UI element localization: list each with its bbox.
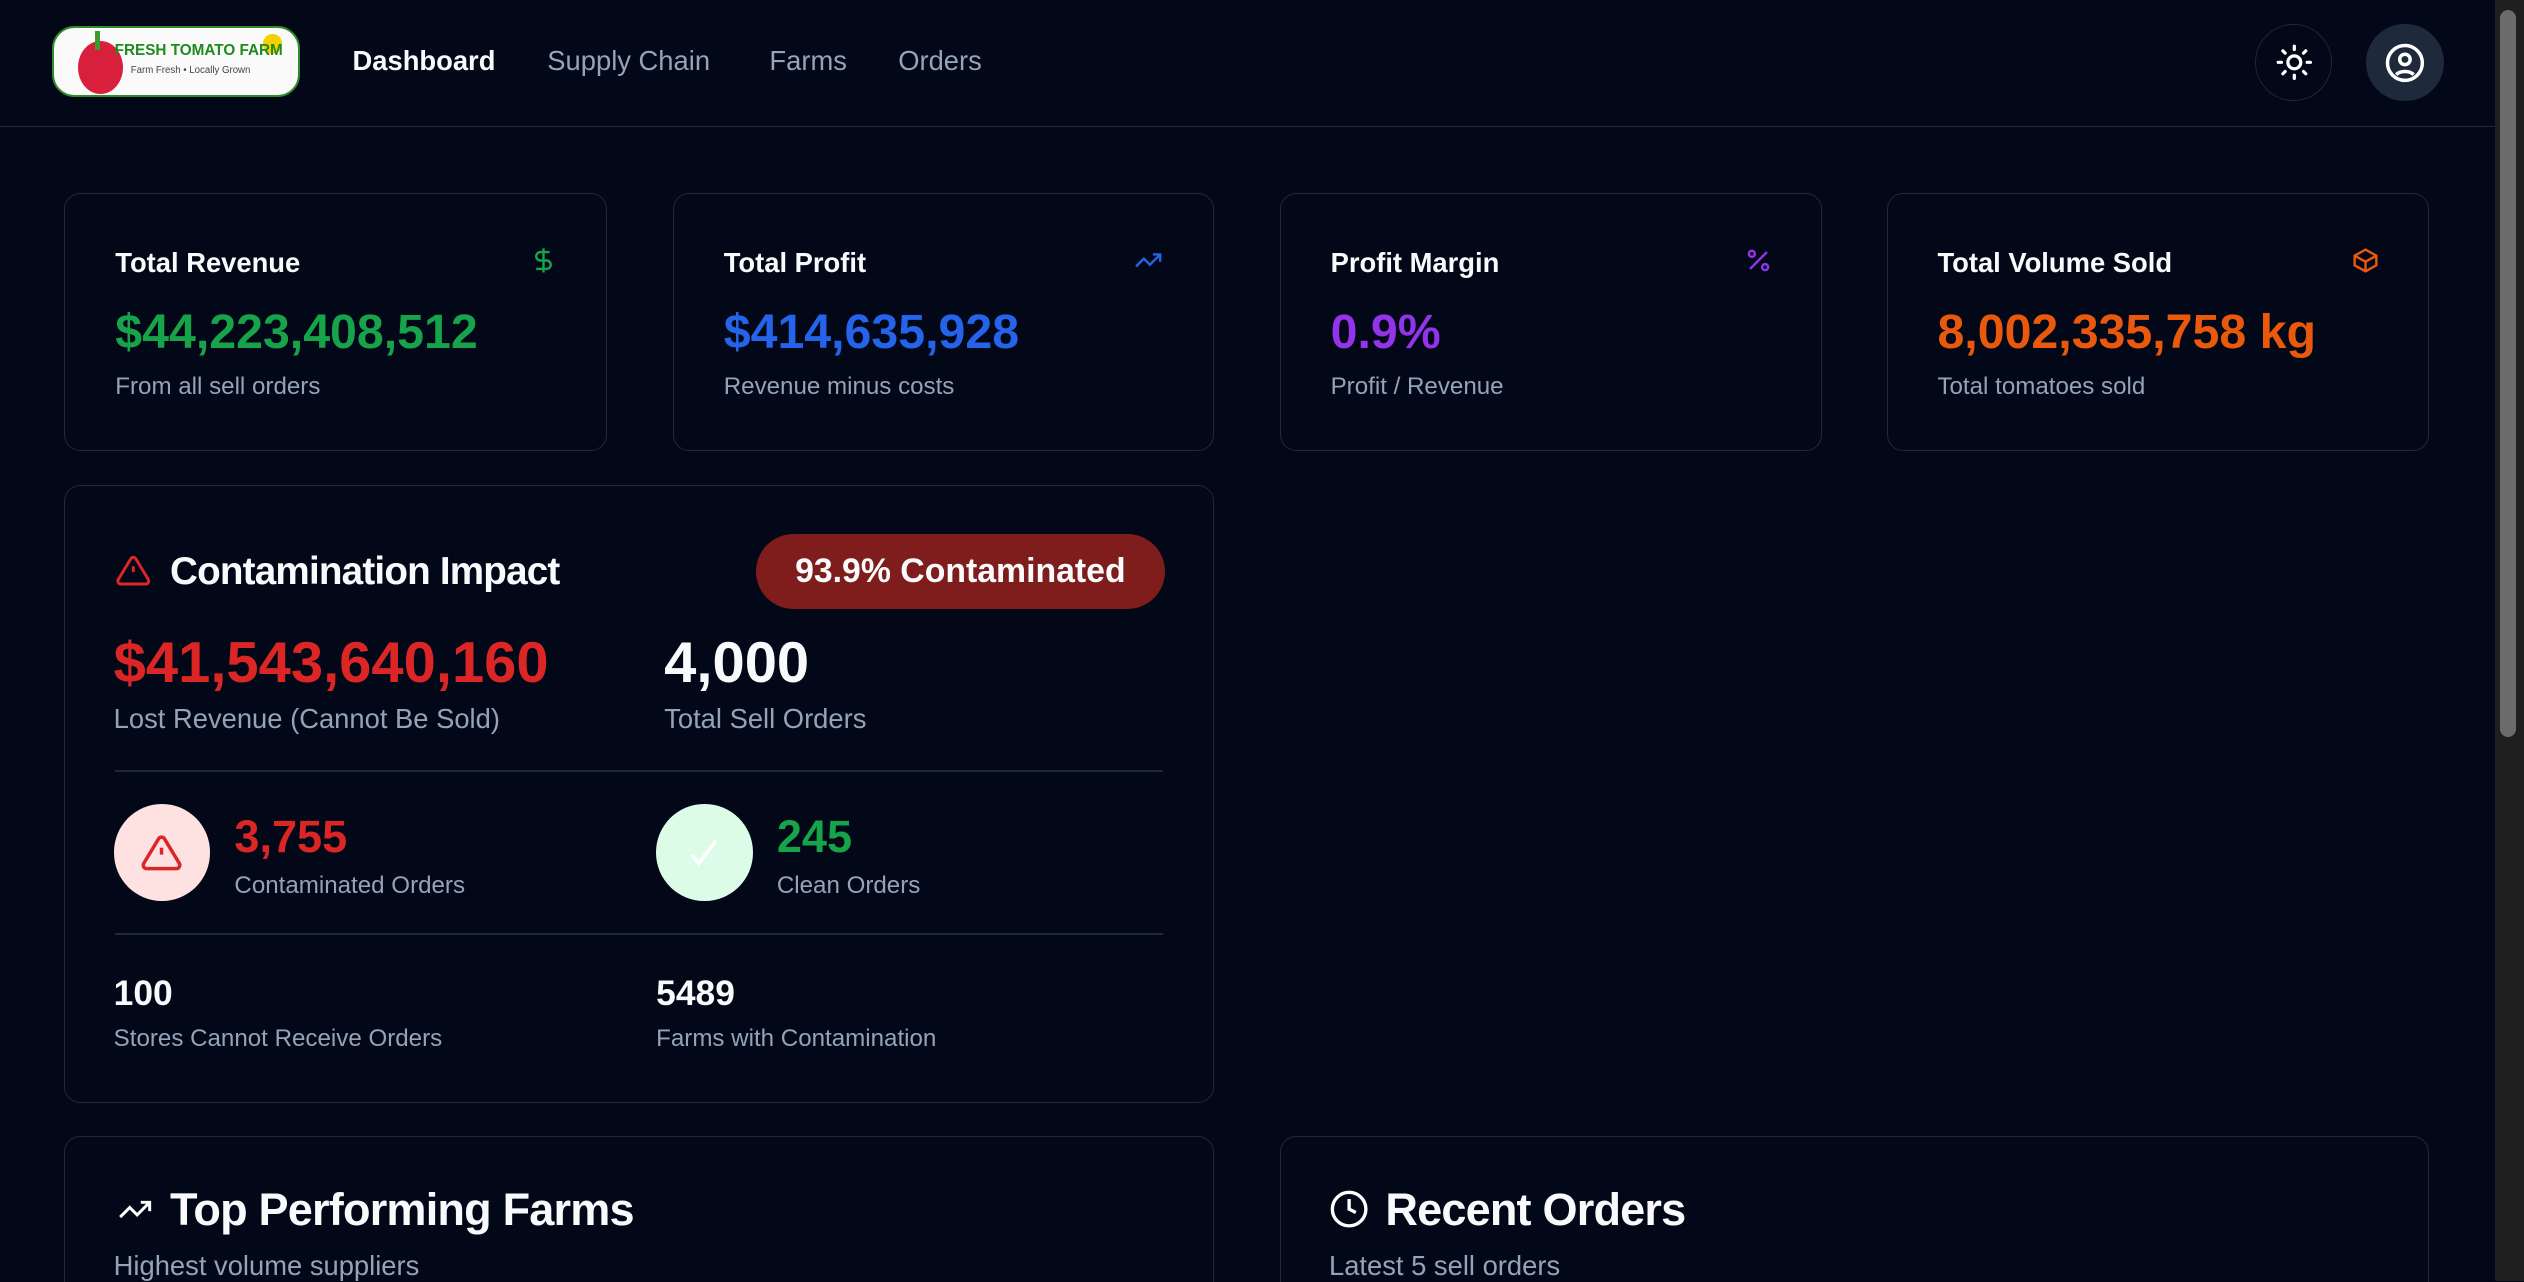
- sun-logo-icon: [262, 34, 283, 54]
- clean-orders-value: 245: [776, 810, 853, 862]
- stat-value: $414,635,928: [723, 304, 1020, 359]
- stat-card-total-profit: Total Profit $414,635,928 Revenue minus …: [672, 193, 1214, 451]
- clean-icon-circle: [656, 804, 753, 901]
- lost-revenue-label: Lost Revenue (Cannot Be Sold): [113, 702, 500, 734]
- warning-icon: [116, 556, 150, 586]
- percent-icon: [1744, 246, 1773, 282]
- nav-orders[interactable]: Orders: [898, 45, 982, 77]
- divider: [115, 770, 1163, 773]
- logo-tagline: Farm Fresh • Locally Grown: [130, 64, 251, 76]
- warning-icon: [141, 835, 182, 870]
- stat-title: Total Volume Sold: [1937, 247, 2173, 279]
- recent-orders-subtitle: Latest 5 sell orders: [1328, 1250, 1561, 1282]
- clock-icon: [1330, 1190, 1368, 1228]
- stat-title: Total Profit: [723, 247, 867, 279]
- package-icon: [2351, 246, 2380, 282]
- nav-farms[interactable]: Farms: [769, 45, 847, 77]
- recent-orders-card: Recent Orders Latest 5 sell orders: [1279, 1136, 2430, 1282]
- stem-icon: [95, 30, 101, 51]
- stat-subtitle: Profit / Revenue: [1330, 372, 1504, 400]
- check-icon: [690, 839, 718, 866]
- contamination-title: Contamination Impact: [170, 549, 560, 593]
- divider: [115, 933, 1163, 935]
- logo-title: FRESH TOMATO FARM: [114, 42, 283, 60]
- trending-up-icon: [118, 1201, 151, 1219]
- tomato-icon: [77, 40, 123, 94]
- top-nav-bar: FRESH TOMATO FARM Farm Fresh • Locally G…: [0, 0, 2496, 127]
- stat-card-profit-margin: Profit Margin 0.9% Profit / Revenue: [1279, 193, 1823, 451]
- stores-value: 100: [113, 973, 173, 1014]
- dollar-icon: [529, 246, 558, 282]
- stores-label: Stores Cannot Receive Orders: [113, 1024, 443, 1052]
- theme-toggle-button[interactable]: [2255, 24, 2333, 102]
- contaminated-orders-label: Contaminated Orders: [234, 871, 466, 899]
- nav-dashboard[interactable]: Dashboard: [352, 45, 496, 77]
- contamination-impact-card: Contamination Impact 93.9% Contaminated …: [64, 484, 1214, 1103]
- trending-up-icon: [1132, 246, 1164, 282]
- nav-supply-chain[interactable]: Supply Chain: [547, 45, 711, 77]
- top-farms-card: Top Performing Farms Highest volume supp…: [64, 1136, 1214, 1282]
- sun-icon: [2276, 45, 2312, 81]
- top-farms-title: Top Performing Farms: [170, 1184, 635, 1236]
- contamination-badge: 93.9% Contaminated: [755, 533, 1165, 610]
- stat-value: 0.9%: [1330, 304, 1441, 359]
- farms-value: 5489: [656, 973, 735, 1014]
- stat-subtitle: Total tomatoes sold: [1937, 372, 2146, 400]
- top-farms-subtitle: Highest volume suppliers: [113, 1250, 420, 1282]
- account-button[interactable]: [2366, 24, 2444, 102]
- stat-title: Profit Margin: [1330, 247, 1500, 279]
- total-orders-label: Total Sell Orders: [664, 702, 867, 734]
- stat-value: 8,002,335,758 kg: [1937, 304, 2316, 359]
- lost-revenue-value: $41,543,640,160: [113, 631, 549, 696]
- logo[interactable]: FRESH TOMATO FARM Farm Fresh • Locally G…: [51, 25, 301, 98]
- stat-card-total-volume: Total Volume Sold 8,002,335,758 kg Total…: [1886, 193, 2430, 451]
- clean-orders-label: Clean Orders: [776, 871, 921, 899]
- stat-subtitle: From all sell orders: [115, 372, 321, 400]
- scrollbar[interactable]: [2495, 0, 2524, 1282]
- stat-value: $44,223,408,512: [115, 304, 478, 359]
- scrollbar-thumb[interactable]: [2499, 9, 2516, 738]
- recent-orders-title: Recent Orders: [1385, 1184, 1686, 1236]
- stat-title: Total Revenue: [115, 247, 301, 279]
- total-orders-value: 4,000: [664, 631, 810, 696]
- user-circle-icon: [2385, 43, 2425, 82]
- stat-subtitle: Revenue minus costs: [723, 372, 955, 400]
- stat-card-total-revenue: Total Revenue $44,223,408,512 From all s…: [64, 193, 607, 451]
- farms-label: Farms with Contamination: [656, 1024, 937, 1052]
- contaminated-icon-circle: [113, 804, 211, 901]
- contaminated-orders-value: 3,755: [234, 810, 348, 862]
